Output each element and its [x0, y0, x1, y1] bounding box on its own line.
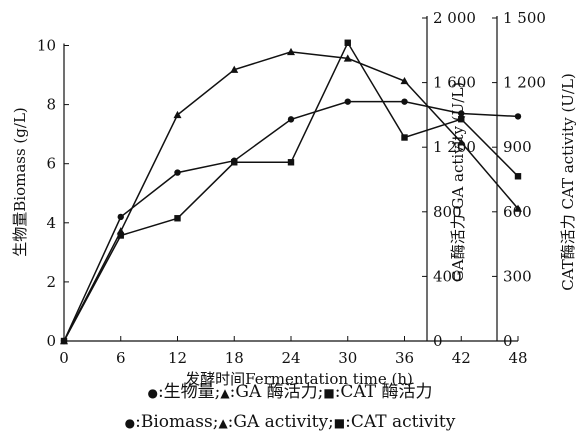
data-point-s1-5: [344, 98, 351, 105]
x-tick-label: 24: [281, 349, 300, 367]
legend-line-en-part-4: ■: [334, 416, 345, 430]
legend-line-en-part-1: :Biomass;: [135, 412, 218, 432]
data-point-s2-8: [514, 204, 522, 212]
x-tick-label: 18: [225, 349, 244, 367]
x-tick-label: 42: [452, 349, 471, 367]
data-point-s1-1: [117, 213, 124, 221]
legend-line-en-part-2: ▲: [218, 416, 228, 430]
data-point-s3-1: [117, 232, 124, 239]
y3-tick-label: 600: [503, 203, 532, 221]
data-point-s3-2: [174, 215, 181, 222]
legend-line-zh-part-2: ▲: [220, 386, 230, 400]
legend-line-en-part-0: ●: [125, 416, 135, 430]
x-axis-title: 发酵时间Fermentation time (h): [185, 370, 413, 388]
legend: ●:生物量;▲:GA 酶活力;■:CAT 酶活力●:Biomass;▲:GA a…: [125, 382, 456, 432]
axes: [63, 16, 519, 342]
legend-line-en-part-3: :GA activity;: [228, 412, 334, 432]
x-tick-label: 0: [59, 349, 69, 367]
data-point-s2-6: [400, 76, 409, 85]
y1-tick-label: 0: [46, 332, 56, 350]
y2-tick-label: 1 200: [433, 138, 476, 156]
data-point-s1-2: [174, 169, 181, 176]
y2-tick-label: 800: [433, 203, 462, 221]
y2-tick-label: 1 600: [433, 74, 476, 92]
y3-tick-label: 900: [503, 138, 532, 156]
data-point-s1-7: [458, 110, 465, 117]
legend-line-zh-part-0: ●: [147, 386, 157, 400]
y3-tick-label: 1 500: [503, 9, 546, 27]
y1-tick-label: 2: [46, 273, 56, 291]
y2-tick-label: 0: [433, 332, 443, 350]
x-tick-label: 30: [338, 349, 357, 367]
data-point-s2-2: [173, 110, 182, 119]
data-point-s1-8: [514, 113, 522, 120]
legend-line-zh-part-3: :GA 酶活力;: [230, 382, 324, 402]
x-tick-label: 12: [168, 349, 187, 367]
legend-line-zh: ●:生物量;▲:GA 酶活力;■:CAT 酶活力: [147, 382, 432, 402]
y1-tick-label: 4: [46, 214, 56, 232]
legend-line-zh-part-4: ■: [323, 386, 334, 400]
data-point-s3-4: [287, 159, 295, 166]
data-point-s2-7: [457, 138, 466, 146]
y1-axis-title: 生物量Biomass (g/L): [11, 107, 29, 257]
y3-tick-label: 1 200: [503, 74, 546, 92]
x-tick-label: 36: [395, 349, 414, 367]
legend-line-zh-part-5: :CAT 酶活力: [335, 382, 433, 402]
y1-tick-label: 6: [46, 155, 56, 173]
data-point-s2-4: [287, 47, 295, 56]
y2-tick-label: 400: [433, 267, 462, 285]
axis-titles: 发酵时间Fermentation time (h) 生物量Biomass (g/L…: [11, 73, 577, 388]
data-point-s1-4: [287, 116, 295, 123]
y1-tick-label: 10: [37, 37, 56, 55]
y1-tick-label: 8: [46, 96, 56, 114]
y3-tick-label: 0: [503, 332, 513, 350]
data-point-s3-7: [458, 116, 465, 123]
y3-axis-title: CAT酶活力 CAT activity (U/L): [559, 73, 577, 291]
legend-line-zh-part-1: :生物量;: [158, 382, 220, 402]
y2-axis-title: GA酶活力 GA activity (U/L): [449, 82, 467, 282]
x-tick-label: 48: [508, 349, 527, 367]
legend-line-en: ●:Biomass;▲:GA activity;■:CAT activity: [125, 412, 456, 432]
plot-markers: [60, 39, 522, 345]
data-point-s1-6: [401, 98, 408, 105]
y2-tick-label: 2 000: [433, 9, 476, 27]
data-point-s3-8: [514, 173, 522, 180]
data-point-s3-5: [344, 39, 351, 46]
data-point-s3-6: [401, 134, 408, 141]
x-tick-label: 6: [116, 349, 126, 367]
y3-tick-label: 300: [503, 267, 532, 285]
data-point-s3-3: [231, 159, 238, 166]
legend-line-en-part-5: :CAT activity: [345, 412, 456, 432]
data-point-s2-5: [343, 54, 352, 62]
data-point-s2-3: [230, 65, 239, 73]
